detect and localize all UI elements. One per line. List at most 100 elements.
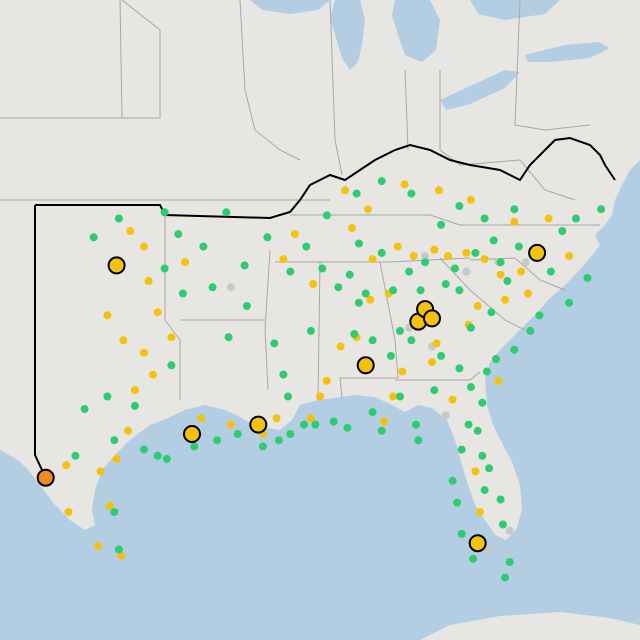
yellow-marker[interactable] — [64, 508, 73, 516]
yellow-marker[interactable] — [565, 252, 574, 260]
green-marker[interactable] — [377, 426, 386, 435]
green-marker[interactable] — [496, 258, 505, 267]
green-marker[interactable] — [597, 205, 606, 214]
green-marker[interactable] — [482, 367, 491, 376]
yellow-marker[interactable] — [272, 414, 281, 423]
green-marker[interactable] — [457, 529, 466, 538]
yellow-marker[interactable] — [96, 467, 105, 476]
green-marker[interactable] — [286, 430, 295, 438]
green-marker[interactable] — [441, 280, 450, 289]
gray-marker[interactable] — [441, 411, 450, 420]
large-yellow-marker[interactable] — [183, 425, 201, 443]
green-marker[interactable] — [455, 364, 464, 373]
green-marker[interactable] — [190, 442, 199, 451]
green-marker[interactable] — [421, 258, 430, 267]
green-marker[interactable] — [496, 495, 505, 504]
green-marker[interactable] — [80, 405, 89, 413]
yellow-marker[interactable] — [140, 348, 148, 357]
green-marker[interactable] — [448, 476, 457, 485]
large-yellow-marker[interactable] — [249, 415, 268, 434]
green-marker[interactable] — [263, 233, 272, 242]
yellow-marker[interactable] — [279, 255, 288, 264]
yellow-marker[interactable] — [103, 311, 112, 320]
yellow-marker[interactable] — [112, 454, 121, 463]
green-marker[interactable] — [386, 351, 395, 360]
yellow-marker[interactable] — [462, 248, 471, 257]
green-marker[interactable] — [416, 286, 425, 295]
green-marker[interactable] — [160, 208, 169, 217]
green-marker[interactable] — [466, 323, 475, 332]
green-marker[interactable] — [354, 239, 363, 248]
green-marker[interactable] — [311, 420, 320, 429]
green-marker[interactable] — [174, 230, 183, 239]
yellow-marker[interactable] — [336, 342, 345, 351]
green-marker[interactable] — [572, 214, 580, 223]
yellow-marker[interactable] — [366, 295, 375, 304]
large-yellow-marker[interactable] — [528, 243, 547, 262]
green-marker[interactable] — [368, 336, 377, 345]
green-marker[interactable] — [464, 420, 473, 429]
yellow-marker[interactable] — [448, 395, 457, 404]
green-marker[interactable] — [487, 308, 496, 317]
green-marker[interactable] — [455, 286, 464, 295]
yellow-marker[interactable] — [348, 223, 356, 232]
yellow-marker[interactable] — [322, 376, 331, 385]
green-marker[interactable] — [514, 242, 523, 251]
green-marker[interactable] — [114, 545, 123, 554]
green-marker[interactable] — [389, 286, 398, 295]
green-marker[interactable] — [478, 398, 487, 407]
green-marker[interactable] — [583, 273, 592, 282]
green-marker[interactable] — [329, 417, 338, 426]
green-marker[interactable] — [160, 264, 169, 273]
green-marker[interactable] — [343, 423, 352, 432]
yellow-marker[interactable] — [510, 217, 519, 226]
green-marker[interactable] — [240, 261, 249, 270]
green-marker[interactable] — [233, 430, 242, 438]
yellow-marker[interactable] — [226, 420, 235, 429]
green-marker[interactable] — [558, 227, 567, 235]
yellow-marker[interactable] — [153, 308, 162, 317]
yellow-marker[interactable] — [444, 252, 452, 260]
green-marker[interactable] — [224, 333, 233, 342]
green-marker[interactable] — [286, 267, 295, 276]
green-marker[interactable] — [377, 248, 386, 257]
yellow-marker[interactable] — [316, 392, 324, 401]
yellow-marker[interactable] — [517, 267, 526, 276]
green-marker[interactable] — [110, 436, 119, 445]
green-marker[interactable] — [437, 220, 446, 229]
green-marker[interactable] — [258, 442, 267, 451]
green-marker[interactable] — [505, 558, 514, 566]
yellow-marker[interactable] — [389, 392, 398, 401]
green-marker[interactable] — [437, 351, 446, 360]
green-marker[interactable] — [71, 451, 80, 460]
yellow-marker[interactable] — [471, 467, 480, 476]
green-marker[interactable] — [526, 326, 535, 335]
yellow-marker[interactable] — [341, 186, 350, 195]
large-yellow-marker[interactable] — [423, 309, 441, 328]
green-marker[interactable] — [450, 264, 459, 273]
yellow-marker[interactable] — [197, 414, 206, 423]
green-marker[interactable] — [352, 189, 361, 198]
yellow-marker[interactable] — [368, 255, 377, 264]
yellow-marker[interactable] — [144, 277, 153, 285]
green-marker[interactable] — [279, 370, 288, 379]
green-marker[interactable] — [361, 289, 370, 298]
green-marker[interactable] — [213, 436, 222, 445]
green-marker[interactable] — [453, 498, 462, 507]
green-marker[interactable] — [405, 267, 414, 276]
green-marker[interactable] — [302, 242, 311, 251]
gray-marker[interactable] — [462, 267, 471, 276]
yellow-marker[interactable] — [496, 270, 505, 279]
large-yellow-marker[interactable] — [356, 356, 375, 375]
yellow-marker[interactable] — [524, 289, 532, 298]
yellow-marker[interactable] — [130, 386, 139, 395]
yellow-marker[interactable] — [380, 417, 388, 426]
green-marker[interactable] — [480, 214, 489, 223]
green-marker[interactable] — [473, 426, 482, 435]
green-marker[interactable] — [412, 420, 420, 429]
large-yellow-marker[interactable] — [468, 534, 487, 553]
green-marker[interactable] — [396, 392, 404, 401]
green-marker[interactable] — [546, 267, 555, 276]
